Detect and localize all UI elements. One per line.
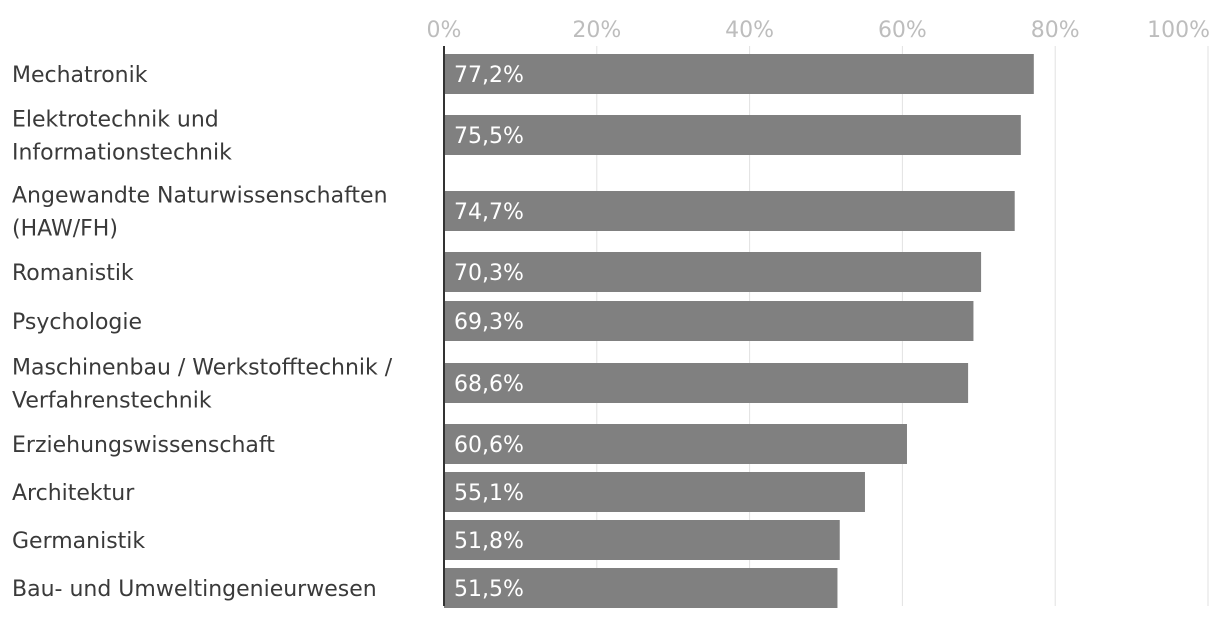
bar-value-label: 68,6% — [454, 372, 524, 397]
x-tick-label: 20% — [572, 18, 621, 43]
bar-value-label: 51,8% — [454, 529, 524, 554]
category-label-line: Germanistik — [12, 529, 145, 554]
category-label-line: Verfahrenstechnik — [12, 389, 212, 414]
x-tick-label: 0% — [427, 18, 462, 43]
category-labels: Mechatronik Elektrotechnik und Information… — [12, 63, 393, 602]
category-label: Germanistik — [12, 529, 145, 554]
category-label: Psychologie — [12, 310, 142, 335]
category-label: Erziehungswissenschaft — [12, 433, 275, 458]
category-label-line: Psychologie — [12, 310, 142, 335]
bar-value-label: 70,3% — [454, 261, 524, 286]
bar — [444, 191, 1015, 231]
bar — [444, 472, 865, 512]
bar-value-label: 74,7% — [454, 200, 524, 225]
category-label: Architektur — [12, 481, 135, 506]
x-tick-label: 80% — [1031, 18, 1080, 43]
x-tick-label: 60% — [878, 18, 927, 43]
category-label-line: (HAW/FH) — [12, 217, 118, 242]
category-label-line: Mechatronik — [12, 63, 148, 88]
category-label-line: Elektrotechnik und — [12, 108, 219, 133]
bar — [444, 115, 1021, 155]
category-label-line: Angewandte Naturwissenschaften — [12, 184, 388, 209]
bar — [444, 520, 840, 560]
category-label: Elektrotechnik und Informationstechnik — [12, 108, 232, 166]
bar-value-label: 69,3% — [454, 310, 524, 335]
x-tick-label: 40% — [725, 18, 774, 43]
category-label-line: Erziehungswissenschaft — [12, 433, 275, 458]
bar — [444, 363, 969, 403]
bar-value-label: 60,6% — [454, 433, 524, 458]
category-label: Bau- und Umweltingenieurwesen — [12, 577, 377, 602]
bar — [444, 301, 974, 341]
bar — [444, 424, 907, 464]
bar — [444, 54, 1034, 94]
category-label-line: Bau- und Umweltingenieurwesen — [12, 577, 377, 602]
x-tick-label: 100% — [1147, 18, 1210, 43]
category-label: Angewandte Naturwissenschaften (HAW/FH) — [12, 184, 388, 242]
category-label: Maschinenbau / Werkstofftechnik / Verfahr… — [12, 356, 393, 414]
category-label-line: Informationstechnik — [12, 141, 232, 166]
bar-value-label: 55,1% — [454, 481, 524, 506]
category-label-line: Romanistik — [12, 261, 134, 286]
category-label: Romanistik — [12, 261, 134, 286]
category-label-line: Architektur — [12, 481, 135, 506]
category-label-line: Maschinenbau / Werkstofftechnik / — [12, 356, 393, 381]
bar — [444, 568, 838, 608]
x-axis-ticks: 0% 20% 40% 60% 80% 100% — [427, 18, 1210, 43]
bar — [444, 252, 982, 292]
bar-value-label: 75,5% — [454, 124, 524, 149]
bars: 77,2% 75,5% 74,7% 70,3% 69,3% 68,6% 60,6% 55,1%… — [444, 54, 1034, 608]
category-label: Mechatronik — [12, 63, 148, 88]
bar-value-label: 51,5% — [454, 577, 524, 602]
bar-value-label: 77,2% — [454, 63, 524, 88]
